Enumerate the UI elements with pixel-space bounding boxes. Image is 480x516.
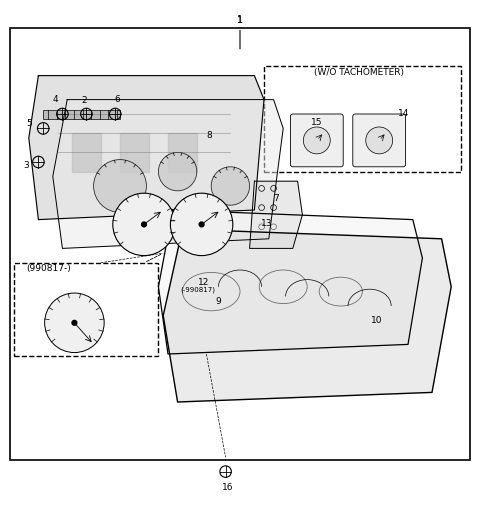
Text: 8: 8 <box>206 131 212 140</box>
Bar <box>72 133 101 172</box>
Circle shape <box>72 320 77 325</box>
Circle shape <box>199 222 204 227</box>
Text: 13: 13 <box>261 219 272 228</box>
Text: 3: 3 <box>24 161 29 170</box>
FancyBboxPatch shape <box>353 114 406 167</box>
Text: (990817-): (990817-) <box>26 264 71 273</box>
Polygon shape <box>29 76 264 220</box>
Text: (-990817): (-990817) <box>180 287 215 294</box>
Circle shape <box>113 193 175 255</box>
Text: 16: 16 <box>222 483 234 492</box>
Text: 15: 15 <box>311 118 323 127</box>
Circle shape <box>45 293 104 352</box>
Text: 7: 7 <box>273 194 279 202</box>
Circle shape <box>303 127 330 154</box>
Circle shape <box>94 159 146 213</box>
Polygon shape <box>53 100 283 248</box>
Bar <box>43 110 120 119</box>
Polygon shape <box>163 229 451 402</box>
Text: 1: 1 <box>237 16 243 25</box>
Text: 4: 4 <box>52 95 58 104</box>
Polygon shape <box>158 210 422 354</box>
Text: 9: 9 <box>216 297 221 305</box>
Circle shape <box>142 222 146 227</box>
Circle shape <box>211 167 250 205</box>
Circle shape <box>366 127 393 154</box>
FancyBboxPatch shape <box>290 114 343 167</box>
Bar <box>120 133 149 172</box>
Circle shape <box>158 152 197 191</box>
Text: 11: 11 <box>141 246 152 255</box>
Text: 2: 2 <box>81 96 87 105</box>
Text: 1: 1 <box>237 15 243 25</box>
Text: 6: 6 <box>115 95 120 104</box>
Text: 5: 5 <box>26 119 32 128</box>
Polygon shape <box>250 181 302 248</box>
Circle shape <box>170 193 233 255</box>
Text: 10: 10 <box>371 316 383 325</box>
Text: (W/O TACHOMETER): (W/O TACHOMETER) <box>314 68 404 77</box>
Text: 12: 12 <box>198 279 210 287</box>
Text: 12: 12 <box>49 309 61 318</box>
Text: 14: 14 <box>397 109 409 119</box>
Bar <box>168 133 197 172</box>
